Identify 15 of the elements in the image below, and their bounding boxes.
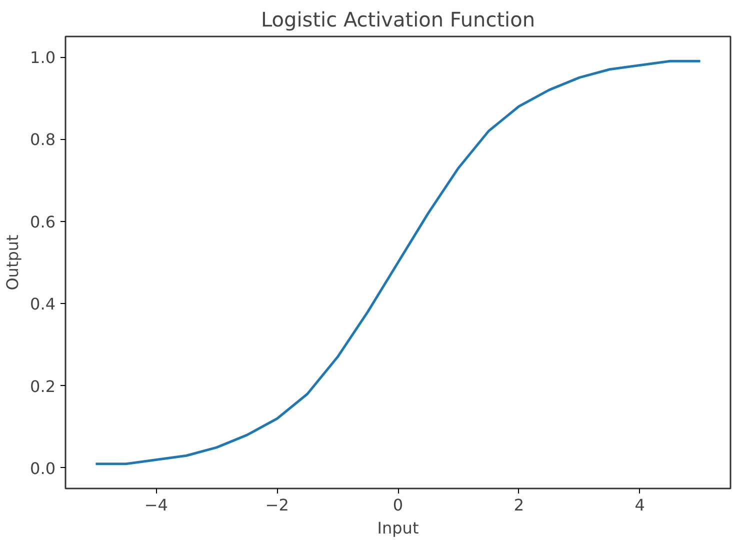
y-tick-label: 0.0 — [30, 458, 56, 478]
x-tick-label: −2 — [265, 496, 289, 514]
x-tick-label: 4 — [634, 496, 645, 514]
x-axis-title: Input — [377, 518, 419, 538]
y-tick-label: 0.2 — [30, 376, 56, 396]
y-tick-label: 0.4 — [30, 294, 56, 314]
x-tick-label: 2 — [514, 496, 524, 514]
y-tick-label: 0.6 — [30, 212, 56, 232]
y-axis-title: Output — [3, 234, 22, 290]
chart-title: Logistic Activation Function — [261, 8, 536, 32]
x-tick-label: −4 — [144, 496, 168, 514]
x-tick-label: 0 — [392, 496, 404, 514]
y-tick-label: 1.0 — [30, 48, 56, 68]
line-series — [94, 60, 702, 466]
y-tick-label: 0.8 — [30, 130, 56, 150]
